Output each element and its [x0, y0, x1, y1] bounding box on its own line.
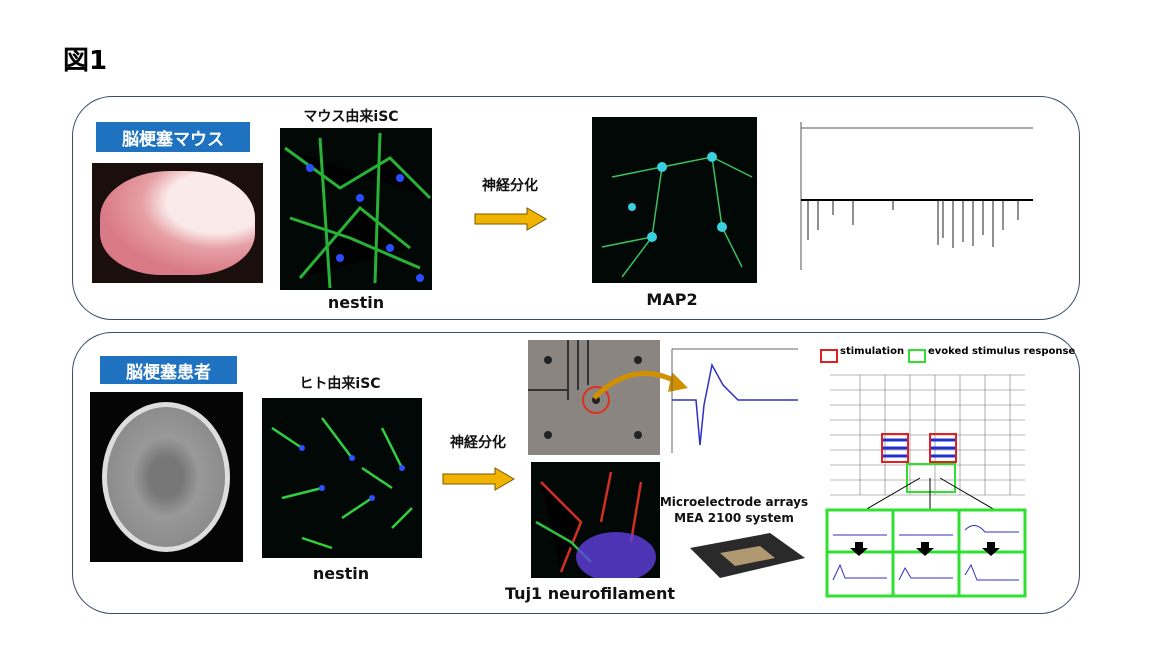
mea-grid [825, 374, 1027, 598]
spike-trace [800, 122, 1033, 270]
legend-label: evoked stimulus response [928, 346, 1076, 357]
mea-line: Microelectrode arrays [659, 495, 809, 509]
cell-stain: nestin [312, 564, 370, 583]
arrow-label: 神経分化 [450, 435, 506, 451]
legend-label: stimulation [840, 346, 905, 357]
panel-patient [72, 332, 1080, 614]
cell-title: マウス由来iSC [303, 109, 399, 125]
map2-image [592, 117, 757, 283]
arrow [474, 207, 547, 231]
panel-label: 脳梗塞患者 [100, 356, 237, 384]
curved-arrow [592, 370, 688, 400]
legend-swatch [908, 349, 926, 363]
nestin-image [262, 398, 422, 558]
cell-title: ヒト由来iSC [299, 376, 381, 392]
panel-mouse [72, 96, 1080, 320]
neuron-stain: Tuj1 neurofilament [505, 584, 675, 603]
mea-line: MEA 2100 system [674, 511, 794, 525]
legend-swatch [820, 349, 838, 363]
figure-label: 図1 [63, 46, 108, 76]
panel-label: 脳梗塞マウス [96, 122, 250, 152]
tuj1-image [531, 462, 660, 578]
electrode-image [528, 340, 660, 455]
waveform [671, 348, 798, 453]
nestin-image [280, 128, 432, 290]
mea-device-image [690, 533, 805, 578]
cell-stain: nestin [327, 293, 385, 312]
neuron-stain: MAP2 [646, 290, 698, 309]
ct-image [90, 392, 243, 562]
brain-slice-image [92, 163, 263, 283]
arrow-label: 神経分化 [482, 178, 538, 194]
arrow [442, 467, 515, 491]
